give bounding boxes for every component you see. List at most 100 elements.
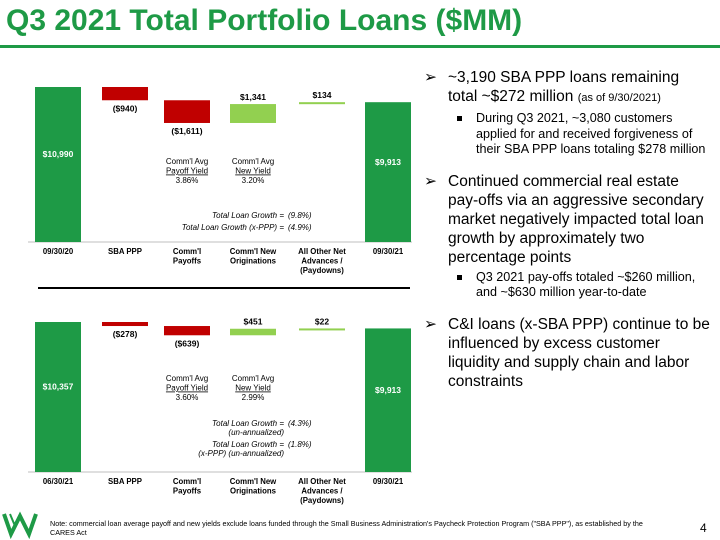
category-label: 09/30/21 <box>373 477 404 486</box>
yield-annotation-line: Payoff Yield <box>166 167 208 176</box>
yield-annotation-line: 3.86% <box>176 176 199 185</box>
chevron-arrow-icon: ➢ <box>424 315 437 333</box>
chevron-arrow-icon: ➢ <box>424 69 437 86</box>
data-label: ($639) <box>175 338 200 348</box>
category-label: Comm'l Payoffs <box>173 477 202 496</box>
data-label: $134 <box>313 90 332 100</box>
category-label-line: (Paydowns) <box>300 496 344 505</box>
category-label: Comm'l Payoffs <box>173 247 202 266</box>
category-label: 06/30/21 <box>43 477 74 486</box>
yield-annotation-line: Comm'l Avg <box>232 157 274 166</box>
waterfall-chart-annual-svg: $10,990 ($940) ($1,611) $1,341 $134 $9,913 09/… <box>28 87 412 275</box>
data-label: $1,341 <box>240 92 266 102</box>
data-label: ($940) <box>113 103 138 113</box>
bullet-ci: ➢ C&I loans (x-SBA PPP) continue to be i… <box>420 315 712 391</box>
commentary-bullets: ➢ ~3,190 SBA PPP loans remaining total ~… <box>420 68 712 405</box>
bullet-ppp: ➢ ~3,190 SBA PPP loans remaining total ~… <box>420 68 712 158</box>
data-label: $22 <box>315 316 329 326</box>
category-label: All Other Net Advances / (Paydowns) <box>298 477 346 505</box>
waterfall-chart-quarterly: $10,357 ($278) ($639) $451 $22 $9,913 06/30/21… <box>20 302 415 505</box>
category-label-line: 06/30/21 <box>43 477 74 486</box>
growth-annotation-value: (9.8%) <box>288 211 312 220</box>
square-bullet-icon <box>457 274 462 280</box>
yield-annotation-line: Payoff Yield <box>166 384 208 393</box>
yield-annotation: Comm'l Avg New Yield 2.99% <box>232 374 274 402</box>
growth-annotation-label-2: (un-annualized) <box>228 428 284 437</box>
category-label-line: Originations <box>230 257 277 266</box>
growth-annotation-value: (4.9%) <box>288 223 312 232</box>
category-label: 09/30/20 <box>43 247 74 256</box>
category-label-line: Comm'l <box>173 477 201 486</box>
yield-annotation-line: 3.60% <box>176 393 199 402</box>
category-label: SBA PPP <box>108 477 142 486</box>
bank-logo-icon <box>2 511 38 540</box>
waterfall-bar <box>299 102 345 105</box>
waterfall-bar <box>102 87 148 101</box>
sub-bullet-text: Q3 2021 pay-offs totaled ~$260 million, … <box>476 269 696 300</box>
data-label: ($278) <box>113 329 138 339</box>
yield-annotation: Comm'l Avg New Yield 3.20% <box>232 157 274 185</box>
waterfall-bar <box>299 328 345 331</box>
category-label-line: Advances / <box>301 257 343 266</box>
chart-divider <box>38 287 410 289</box>
page-title: Q3 2021 Total Portfolio Loans ($MM) <box>6 4 523 37</box>
growth-annotation-value: (1.8%) <box>288 440 312 449</box>
title-rule <box>0 45 720 48</box>
category-label-line: (Paydowns) <box>300 266 344 275</box>
square-bullet-icon <box>457 116 462 121</box>
data-label: $10,990 <box>43 149 74 159</box>
data-label: $10,357 <box>43 382 74 392</box>
category-label: SBA PPP <box>108 247 142 256</box>
category-label-line: 09/30/20 <box>43 247 74 256</box>
sub-bullet-text: During Q3 2021, ~3,080 customers applied… <box>476 111 706 156</box>
waterfall-chart-annual: $10,990 ($940) ($1,611) $1,341 $134 $9,913 09/… <box>20 60 415 300</box>
waterfall-bar <box>102 322 148 327</box>
waterfall-bar <box>164 326 210 336</box>
category-label: Comm'l New Originations <box>230 247 277 266</box>
category-label-line: Payoffs <box>173 257 202 266</box>
yield-annotation-line: Comm'l Avg <box>166 157 208 166</box>
waterfall-bar <box>365 328 411 472</box>
chevron-arrow-icon: ➢ <box>424 172 437 190</box>
category-label-line: All Other Net <box>298 477 346 486</box>
footer-note: Note: commercial loan average payoff and… <box>50 519 643 537</box>
category-label-line: 09/30/21 <box>373 247 404 256</box>
yield-annotation-line: 2.99% <box>242 393 265 402</box>
category-label-line: Comm'l New <box>230 247 277 256</box>
category-label-line: Payoffs <box>173 487 202 496</box>
growth-annotation-label-2: (x-PPP) (un-annualized) <box>198 449 284 458</box>
yield-annotation: Comm'l Avg Payoff Yield 3.86% <box>166 157 208 185</box>
bullet-cre: ➢ Continued commercial real estate pay-o… <box>420 172 712 301</box>
waterfall-chart-quarterly-svg: $10,357 ($278) ($639) $451 $22 $9,913 06/30/21… <box>28 316 412 505</box>
waterfall-bar <box>35 87 81 242</box>
bullet-text: ~3,190 SBA PPP loans remaining total ~$2… <box>448 69 680 105</box>
category-label-line: Advances / <box>301 487 343 496</box>
growth-annotation-label: Total Loan Growth = <box>212 419 284 428</box>
data-label: $9,913 <box>375 157 401 167</box>
sub-bullet: Q3 2021 pay-offs totaled ~$260 million, … <box>448 270 712 301</box>
waterfall-bar <box>365 102 411 242</box>
category-label-line: All Other Net <box>298 247 346 256</box>
category-label-line: Comm'l New <box>230 477 277 486</box>
bullet-note: (as of 9/30/2021) <box>577 92 661 104</box>
bullet-text: C&I loans (x-SBA PPP) continue to be inf… <box>448 315 710 390</box>
yield-annotation-line: Comm'l Avg <box>166 374 208 383</box>
data-label: ($1,611) <box>171 126 202 136</box>
waterfall-bar <box>35 322 81 472</box>
category-label: Comm'l New Originations <box>230 477 277 496</box>
yield-annotation-line: New Yield <box>235 167 271 176</box>
category-label: 09/30/21 <box>373 247 404 256</box>
category-label-line: 09/30/21 <box>373 477 404 486</box>
waterfall-bar <box>164 100 210 123</box>
category-label-line: SBA PPP <box>108 477 142 486</box>
growth-annotation-value: (4.3%) <box>288 419 312 428</box>
growth-annotation-label: Total Loan Growth = <box>212 211 284 220</box>
growth-annotation-label: Total Loan Growth (x-PPP) = <box>182 223 285 232</box>
waterfall-bar <box>230 104 276 123</box>
category-label-line: Comm'l <box>173 247 201 256</box>
yield-annotation-line: 3.20% <box>242 176 265 185</box>
yield-annotation: Comm'l Avg Payoff Yield 3.60% <box>166 374 208 402</box>
sub-bullet: During Q3 2021, ~3,080 customers applied… <box>448 111 712 158</box>
category-label-line: Originations <box>230 487 277 496</box>
data-label: $451 <box>244 317 263 327</box>
